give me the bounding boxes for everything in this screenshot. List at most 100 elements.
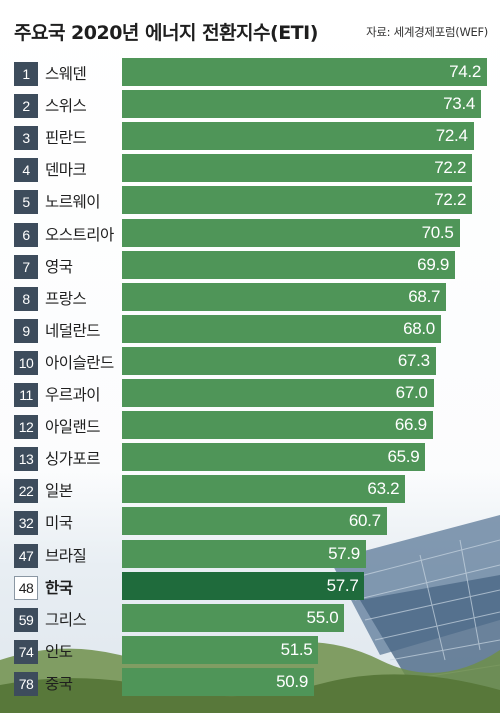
bar-row: 74 인도 51.5	[0, 635, 500, 668]
data-label: 50.9	[276, 671, 308, 691]
data-label: 67.0	[395, 383, 428, 402]
data-label: 51.5	[280, 639, 313, 659]
data-label: 66.9	[394, 415, 427, 435]
bar-row: 7 영국 69.9	[0, 250, 500, 283]
bar	[122, 314, 441, 343]
data-label: 69.9	[417, 254, 450, 274]
category-label: 한국	[45, 578, 73, 597]
bar-row: 12 아일랜드 66.9	[0, 411, 500, 443]
rank-badge: 4	[14, 158, 38, 183]
rank-badge: 59	[14, 607, 38, 632]
bar	[122, 154, 473, 183]
source-note: 자료: 세계경제포럼(WEF)	[366, 25, 488, 39]
bar-row: 59 그리스 55.0	[0, 603, 500, 636]
bar-row: 1 스웨덴 74.2	[0, 58, 500, 90]
rank-badge: 32	[14, 511, 38, 536]
bar	[122, 507, 387, 536]
bar-row: 2 스위스 73.4	[0, 90, 500, 122]
bar-row: 78 중국 50.9	[0, 667, 500, 700]
bar-row: 11 우르과이 67.0	[0, 379, 500, 411]
rank-badge: 74	[14, 639, 38, 664]
category-label: 아이슬란드	[45, 353, 114, 372]
data-label: 65.9	[387, 447, 420, 467]
rank-badge: 12	[14, 415, 38, 440]
bar	[122, 186, 473, 215]
category-label: 일본	[45, 482, 73, 501]
bar	[122, 571, 365, 600]
data-label: 68.7	[408, 286, 441, 306]
chart-title: 주요국 2020년 에너지 전환지수(ETI)	[14, 22, 318, 44]
rank-badge: 22	[14, 479, 38, 504]
category-label: 아일랜드	[45, 418, 101, 437]
data-label: 72.2	[434, 158, 467, 178]
bar	[122, 346, 436, 375]
bar-row: 48 한국 57.7	[0, 571, 500, 604]
data-label: 57.7	[326, 575, 359, 595]
category-label: 프랑스	[45, 289, 87, 308]
data-label: 63.2	[367, 479, 400, 499]
bar	[122, 58, 487, 86]
bar-row: 8 프랑스 68.7	[0, 282, 500, 315]
category-label: 스위스	[45, 97, 87, 116]
rank-badge: 7	[14, 254, 38, 279]
rank-badge: 8	[14, 286, 38, 311]
category-label: 네덜란드	[45, 321, 101, 340]
bar	[122, 282, 447, 311]
data-label: 57.9	[328, 543, 360, 563]
data-label: 68.0	[403, 318, 435, 338]
bar	[122, 411, 433, 440]
category-label: 미국	[45, 514, 73, 533]
bar-row: 3 핀란드 72.4	[0, 122, 500, 154]
data-label: 55.0	[306, 607, 339, 627]
bar	[122, 379, 434, 407]
rank-badge: 9	[14, 318, 38, 343]
bar-row: 32 미국 60.7	[0, 507, 500, 539]
category-label: 싱가포르	[45, 450, 101, 469]
bar-row: 6 오스트리아 70.5	[0, 218, 500, 251]
bar-row: 9 네덜란드 68.0	[0, 314, 500, 347]
data-label: 67.3	[397, 350, 430, 370]
rank-badge: 47	[14, 543, 38, 568]
rank-badge: 5	[14, 190, 38, 215]
rank-badge: 2	[14, 94, 38, 119]
bar	[122, 443, 426, 472]
data-label: 74.2	[449, 62, 481, 81]
bar	[122, 250, 456, 279]
bar	[122, 603, 345, 632]
category-label: 중국	[45, 674, 73, 693]
bar	[122, 90, 482, 119]
rank-badge: 11	[14, 383, 38, 407]
rank-badge: 6	[14, 222, 38, 247]
data-label: 60.7	[348, 511, 381, 531]
rank-badge: 48	[14, 575, 38, 600]
category-label: 우르과이	[45, 386, 101, 404]
data-label: 70.5	[421, 222, 454, 242]
bar	[122, 218, 460, 247]
rank-badge: 10	[14, 350, 38, 375]
data-label: 73.4	[443, 94, 476, 114]
bar-row: 13 싱가포르 65.9	[0, 443, 500, 475]
rank-badge: 13	[14, 447, 38, 472]
data-label: 72.2	[434, 190, 467, 210]
category-label: 그리스	[45, 610, 87, 629]
bar	[122, 539, 366, 568]
bar	[122, 667, 314, 696]
bar-row: 5 노르웨이 72.2	[0, 186, 500, 218]
rank-badge: 1	[14, 62, 38, 86]
category-label: 스웨덴	[45, 65, 87, 83]
bar	[122, 122, 474, 151]
bar	[122, 635, 319, 664]
category-label: 핀란드	[45, 129, 87, 148]
data-label: 72.4	[435, 126, 468, 146]
category-label: 오스트리아	[45, 225, 114, 244]
category-label: 덴마크	[45, 161, 87, 180]
bar-row: 22 일본 63.2	[0, 475, 500, 507]
bar-row: 10 아이슬란드 67.3	[0, 346, 500, 379]
rank-badge: 78	[14, 671, 38, 696]
category-label: 브라질	[45, 546, 87, 565]
rank-badge: 3	[14, 126, 38, 151]
category-label: 노르웨이	[45, 193, 101, 212]
